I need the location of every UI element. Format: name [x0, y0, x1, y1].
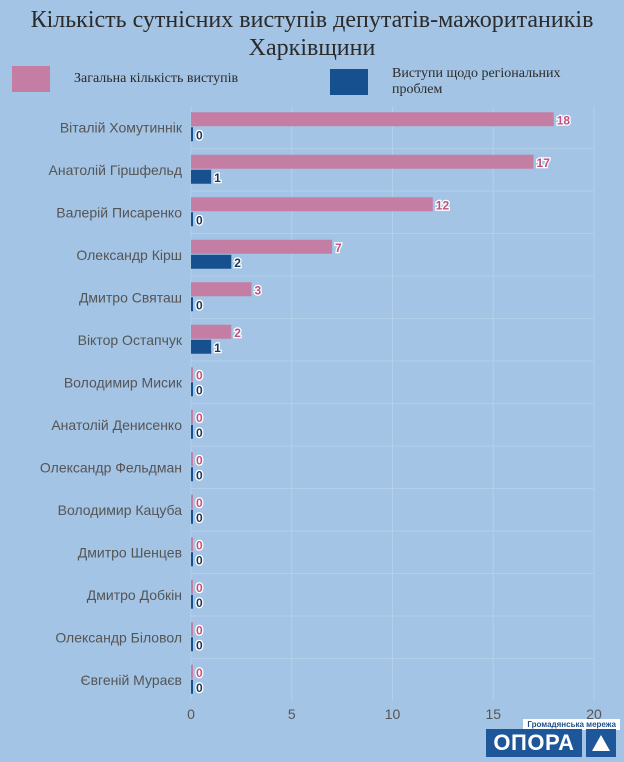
- x-tick-label: 10: [385, 706, 401, 722]
- bar-regional: [191, 637, 193, 652]
- logo-subtitle: Громадянська мережа: [523, 719, 620, 730]
- bar-total-label: 0: [196, 623, 203, 637]
- bar-regional: [191, 467, 193, 482]
- bar-regional-label: 0: [196, 553, 203, 567]
- category-label: Дмитро Святаш: [79, 289, 182, 305]
- category-label: Дмитро Шенцев: [78, 544, 182, 560]
- bar-regional: [191, 424, 193, 439]
- bar-regional: [191, 382, 193, 397]
- bar-regional-label: 0: [196, 468, 203, 482]
- bar-regional: [191, 339, 212, 354]
- legend-item-total: Загальна кількість виступів: [12, 66, 244, 92]
- bar-total-label: 12: [436, 198, 450, 212]
- bar-total: [191, 239, 333, 254]
- bar-regional-label: 0: [196, 681, 203, 695]
- bar-total-label: 0: [196, 496, 203, 510]
- bar-total-label: 2: [234, 326, 241, 340]
- bar-regional-label: 2: [234, 256, 241, 270]
- bar-regional-label: 0: [196, 511, 203, 525]
- bar-total: [191, 112, 554, 127]
- logo-name: ОПОРА: [486, 729, 582, 757]
- bar-total-label: 7: [335, 241, 342, 255]
- x-tick-label: 15: [485, 706, 501, 722]
- bar-regional-label: 1: [214, 171, 221, 185]
- bar-total: [191, 197, 433, 212]
- bar-total: [191, 367, 193, 382]
- legend-label-total: Загальна кількість виступів: [74, 71, 239, 86]
- legend-item-regional: Виступи щодо регіональних проблем: [330, 66, 562, 98]
- legend-label-regional: Виступи щодо регіональних проблем: [392, 66, 561, 97]
- category-label: Дмитро Добкін: [87, 587, 182, 603]
- bar-total: [191, 409, 193, 424]
- bar-total-label: 0: [196, 368, 203, 382]
- category-label: Володимир Мисик: [64, 374, 183, 390]
- bar-regional: [191, 679, 193, 694]
- category-label: Олександр Біловол: [55, 629, 182, 645]
- bar-total: [191, 154, 534, 169]
- bar-total-label: 0: [196, 581, 203, 595]
- bar-total-label: 3: [254, 283, 261, 297]
- bar-regional-label: 0: [196, 213, 203, 227]
- bar-regional: [191, 297, 193, 312]
- legend-swatch-total: [12, 66, 50, 92]
- bar-regional: [191, 594, 193, 609]
- category-label: Володимир Кацуба: [58, 502, 183, 518]
- legend-swatch-regional: [330, 69, 368, 95]
- bar-regional: [191, 212, 193, 227]
- category-label: Анатолій Денисенко: [51, 417, 182, 433]
- category-label: Анатолій Гіршфельд: [49, 162, 182, 178]
- bar-regional: [191, 552, 193, 567]
- bar-regional-label: 0: [196, 383, 203, 397]
- bar-regional: [191, 254, 232, 269]
- bar-total: [191, 324, 232, 339]
- category-label: Олександр Кірш: [76, 247, 182, 263]
- bar-total-label: 17: [537, 156, 551, 170]
- bar-total: [191, 494, 193, 509]
- bar-regional-label: 0: [196, 596, 203, 610]
- bar-total: [191, 282, 252, 297]
- bar-total-label: 0: [196, 666, 203, 680]
- bar-regional-label: 0: [196, 298, 203, 312]
- bar-total-label: 18: [557, 113, 571, 127]
- bar-total-label: 0: [196, 411, 203, 425]
- bar-regional: [191, 509, 193, 524]
- bar-total: [191, 537, 193, 552]
- category-label: Олександр Фельдман: [40, 459, 182, 475]
- bar-total: [191, 664, 193, 679]
- bar-total: [191, 622, 193, 637]
- bar-total: [191, 579, 193, 594]
- logo-triangle-icon: [586, 729, 616, 757]
- bar-regional-label: 0: [196, 638, 203, 652]
- category-label: Віталій Хомутиннік: [60, 119, 183, 135]
- bar-regional-label: 0: [196, 426, 203, 440]
- bar-regional: [191, 169, 212, 184]
- opora-logo: Громадянська мережа ОПОРА: [484, 719, 620, 759]
- category-label: Євгеній Мураєв: [81, 672, 182, 688]
- category-label: Валерій Писаренко: [56, 204, 182, 220]
- x-tick-label: 20: [586, 706, 602, 722]
- chart-title: Кількість сутнісних виступів депутатів-м…: [30, 7, 594, 61]
- bar-regional-label: 1: [214, 341, 221, 355]
- bar-total: [191, 452, 193, 467]
- bar-regional: [191, 127, 193, 142]
- category-label: Віктор Остапчук: [78, 332, 183, 348]
- bar-regional-label: 0: [196, 128, 203, 142]
- bar-total-label: 0: [196, 538, 203, 552]
- x-tick-label: 5: [288, 706, 296, 722]
- bar-total-label: 0: [196, 453, 203, 467]
- x-tick-label: 0: [187, 706, 195, 722]
